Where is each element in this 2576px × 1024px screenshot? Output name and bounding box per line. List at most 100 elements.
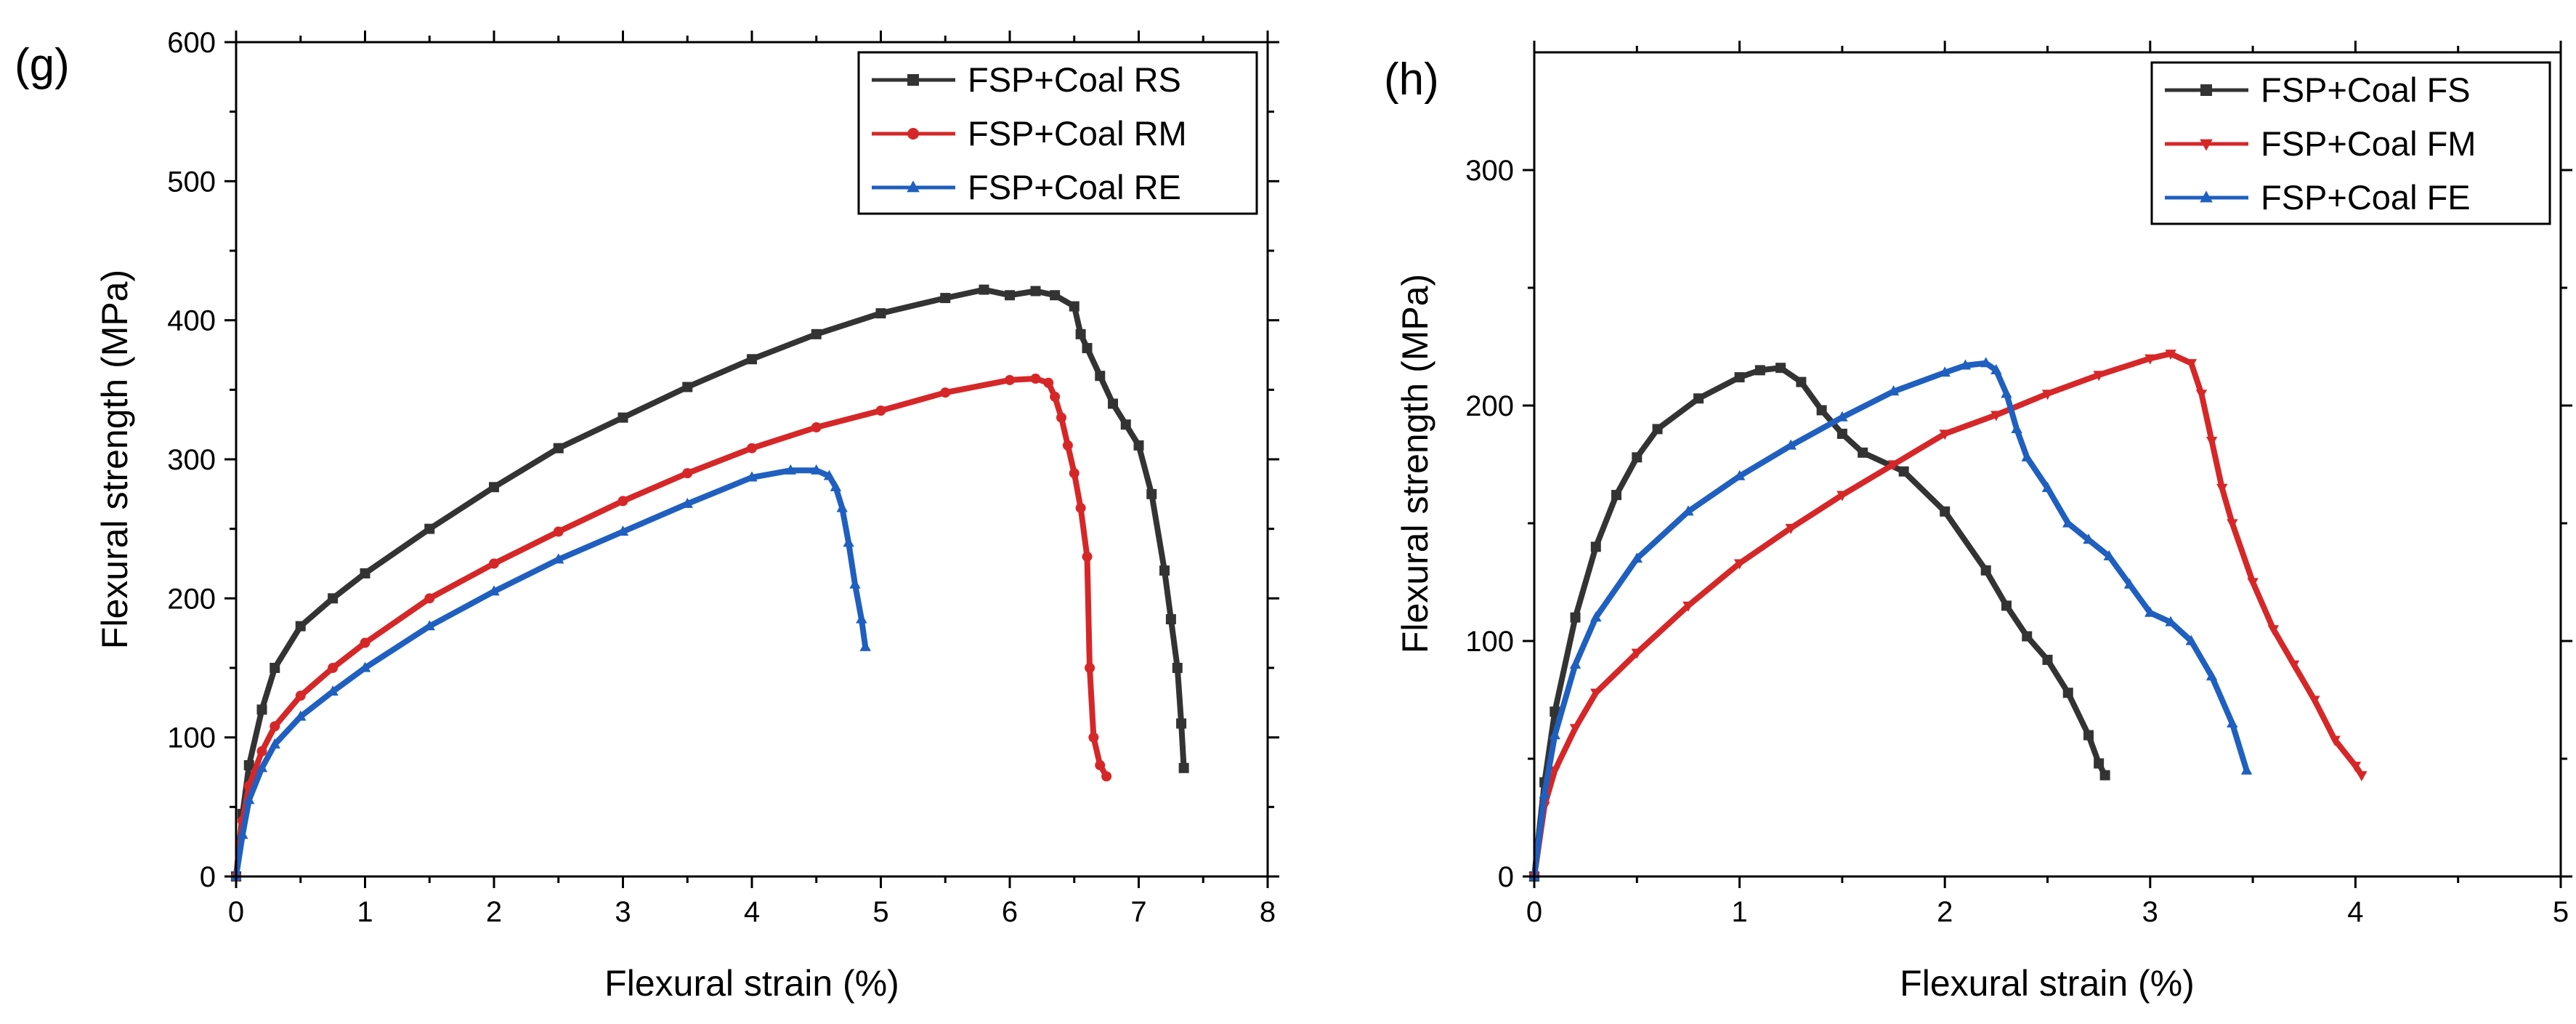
data-point (1085, 663, 1095, 673)
x-tick-label: 6 (1002, 896, 1018, 928)
data-point (849, 578, 861, 589)
x-tick-label: 1 (357, 896, 373, 928)
data-point (2206, 670, 2218, 681)
data-point (1980, 357, 1992, 368)
data-point (1550, 706, 1560, 717)
data-point (2144, 354, 2156, 365)
data-point (328, 593, 339, 604)
data-point (295, 621, 306, 632)
data-point (1539, 788, 1550, 799)
series-fsp-coal-rs (231, 284, 1189, 882)
data-point (785, 464, 796, 475)
data-point (1069, 468, 1080, 479)
data-point (811, 328, 822, 339)
x-tick-label: 4 (744, 896, 760, 928)
data-point (1980, 565, 1991, 576)
data-point (295, 690, 306, 701)
plot-frame-h (1533, 51, 2562, 878)
legend-marker (2200, 190, 2213, 203)
y-tick-label: 300 (167, 444, 216, 476)
x-tick-label: 5 (2553, 896, 2569, 928)
x-tick-label: 3 (2142, 896, 2158, 928)
data-point (2349, 762, 2362, 773)
data-point (2185, 359, 2198, 370)
data-point (1570, 612, 1581, 623)
data-point (256, 762, 268, 773)
data-point (1082, 342, 1093, 353)
legend-marker (907, 128, 919, 140)
x-tick-label: 0 (228, 896, 244, 928)
data-point (1631, 552, 1643, 563)
data-point (859, 640, 871, 651)
x-tick-label: 2 (1937, 896, 1953, 928)
data-point (1088, 732, 1099, 743)
data-point (1682, 601, 1694, 612)
data-point (1590, 541, 1601, 552)
data-point (2288, 660, 2300, 671)
series-fsp-coal-rm (231, 374, 1112, 882)
data-point (1693, 393, 1704, 404)
data-point (2195, 390, 2208, 400)
data-point (1887, 385, 1900, 396)
data-point (1069, 301, 1080, 312)
data-point (1940, 506, 1951, 517)
data-point (424, 620, 435, 631)
x-tick-label: 5 (872, 896, 888, 928)
y-axis-title-g: Flexural strength (MPa) (94, 270, 135, 649)
data-point (830, 480, 842, 491)
data-point (1062, 440, 1073, 451)
data-point (940, 293, 951, 304)
data-point (2216, 483, 2228, 494)
data-point (617, 496, 628, 507)
series-line (233, 286, 1187, 879)
data-point (1075, 328, 1086, 339)
data-point (270, 663, 280, 673)
data-point (237, 829, 248, 839)
data-point (1095, 371, 1106, 382)
panel-label-g: (g) (15, 40, 70, 90)
data-point (1990, 411, 2002, 422)
y-tick-label: 300 (1465, 155, 1514, 187)
data-point (2001, 600, 2012, 611)
data-point (360, 568, 370, 578)
data-point (1990, 364, 2002, 374)
data-point (1785, 523, 1797, 534)
data-point (1549, 729, 1560, 740)
data-point (2267, 625, 2280, 636)
data-point (2041, 482, 2054, 492)
data-point (1775, 363, 1786, 374)
data-point (1939, 366, 1951, 377)
data-point (360, 637, 370, 648)
x-tick-label: 7 (1130, 896, 1146, 928)
legend-marker (2200, 84, 2212, 96)
data-point (359, 661, 371, 672)
data-point (1632, 452, 1643, 463)
data-point (2240, 764, 2253, 775)
legend-entry: FSP+Coal RS (968, 60, 1181, 99)
data-point (2144, 606, 2156, 617)
legend-marker (907, 180, 920, 193)
data-point (1030, 286, 1041, 297)
data-point (1056, 412, 1066, 423)
data-point (1549, 766, 1560, 777)
data-point (1887, 460, 1900, 471)
data-point (940, 387, 951, 398)
data-point (2083, 533, 2094, 544)
y-tick-label: 200 (1465, 390, 1514, 422)
data-point (747, 443, 757, 453)
data-point (1734, 372, 1745, 383)
data-point (1172, 663, 1183, 673)
data-point (1050, 290, 1061, 301)
data-point (2022, 631, 2033, 642)
data-point (1796, 376, 1807, 387)
legend-marker (907, 74, 919, 86)
data-point (1050, 391, 1061, 402)
series-fsp-coal-fe (1528, 357, 2253, 881)
data-point (1816, 405, 1827, 416)
data-point (424, 593, 435, 604)
data-point (746, 471, 758, 482)
data-point (2165, 350, 2176, 360)
data-point (2103, 549, 2115, 560)
data-point (2021, 451, 2033, 461)
